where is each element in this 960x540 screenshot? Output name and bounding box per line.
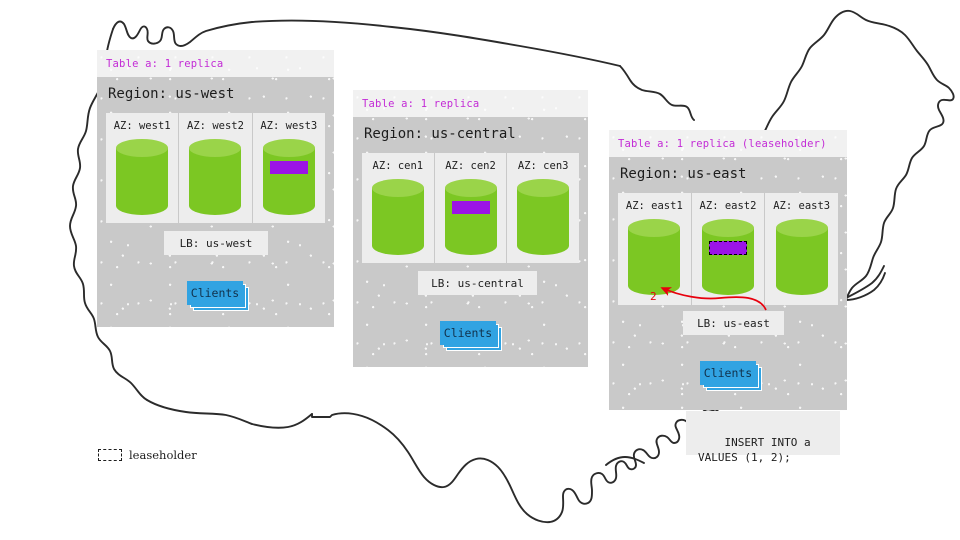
cylinder-top <box>517 179 570 197</box>
panel-body-us-west: Region: us-west AZ: west1 AZ: west2 <box>97 77 334 233</box>
node-cylinder-west1[interactable] <box>116 139 169 215</box>
cylinder-top <box>628 219 681 237</box>
az-row-us-central: AZ: cen1 AZ: cen2 AZ: cen3 <box>362 153 579 263</box>
lb-label: LB: us-east <box>697 316 770 330</box>
cylinder-body <box>775 228 828 295</box>
region-title-us-central: Region: us-central <box>364 126 516 142</box>
node-cylinder-east3[interactable] <box>775 219 828 295</box>
node-cylinder-cen1[interactable] <box>371 179 424 255</box>
cylinder-body <box>628 228 681 295</box>
az-cell-east1[interactable]: AZ: east1 <box>618 193 691 305</box>
region-title-us-west: Region: us-west <box>108 86 235 102</box>
az-row-us-west: AZ: west1 AZ: west2 AZ: west3 <box>106 113 325 223</box>
load-balancer-us-west[interactable]: LB: us-west <box>164 231 268 255</box>
arrow-step-label-2: 2 <box>650 290 657 303</box>
cylinder-top <box>189 139 242 157</box>
az-cell-cen2[interactable]: AZ: cen2 <box>433 153 507 263</box>
leaseholder-swatch-icon <box>98 449 122 461</box>
az-cell-cen3[interactable]: AZ: cen3 <box>506 153 579 263</box>
az-cell-east2[interactable]: AZ: east2 <box>690 193 765 305</box>
clients-button-us-central[interactable]: Clients <box>440 321 502 351</box>
node-cylinder-east1[interactable] <box>628 219 681 295</box>
region-title-us-east: Region: us-east <box>620 166 747 182</box>
az-cell-east3[interactable]: AZ: east3 <box>764 193 838 305</box>
clients-stack-layer-1[interactable]: Clients <box>187 281 243 305</box>
cylinder-body <box>444 188 497 255</box>
cylinder-body <box>517 188 570 255</box>
leaseholder-range-east2 <box>709 241 747 255</box>
cylinder-top <box>775 219 828 237</box>
cylinder-body <box>262 148 315 215</box>
sql-statement-text: INSERT INTO a VALUES (1, 2); <box>698 436 811 464</box>
panel-header-us-east: Table a: 1 replica (leaseholder) <box>609 130 847 157</box>
az-cell-west3[interactable]: AZ: west3 <box>251 113 325 223</box>
node-cylinder-west2[interactable] <box>189 139 242 215</box>
az-label-east1: AZ: east1 <box>625 200 683 212</box>
cylinder-body <box>116 148 169 215</box>
arrow-step-number: 2 <box>650 290 657 303</box>
az-label-west2: AZ: west2 <box>187 120 244 132</box>
clients-stack-layer-1[interactable]: Clients <box>700 361 756 385</box>
cylinder-top <box>444 179 497 197</box>
cylinder-top <box>371 179 424 197</box>
node-cylinder-west3[interactable] <box>262 139 315 215</box>
az-label-cen2: AZ: cen2 <box>445 160 496 172</box>
az-label-west1: AZ: west1 <box>113 120 171 132</box>
load-balancer-us-east[interactable]: LB: us-east <box>683 311 784 335</box>
az-cell-west1[interactable]: AZ: west1 <box>106 113 178 223</box>
region-panel-us-central[interactable]: Table a: 1 replica Region: us-central AZ… <box>353 90 588 367</box>
legend-label: leaseholder <box>129 448 197 462</box>
panel-body-us-east: Region: us-east AZ: east1 AZ: east2 <box>609 157 847 315</box>
cylinder-body <box>189 148 242 215</box>
az-label-cen1: AZ: cen1 <box>372 160 424 172</box>
clients-label: Clients <box>703 366 753 380</box>
node-cylinder-east2[interactable] <box>702 219 754 295</box>
cylinder-top <box>116 139 169 157</box>
replica-range-west3 <box>269 161 308 174</box>
region-panel-us-west[interactable]: Table a: 1 replica Region: us-west AZ: w… <box>97 50 334 327</box>
az-cell-cen1[interactable]: AZ: cen1 <box>362 153 434 263</box>
panel-body-us-central: Region: us-central AZ: cen1 AZ: cen2 <box>353 117 588 273</box>
node-cylinder-cen3[interactable] <box>517 179 570 255</box>
region-panel-us-east[interactable]: Table a: 1 replica (leaseholder) Region:… <box>609 130 847 410</box>
node-cylinder-cen2[interactable] <box>444 179 497 255</box>
az-cell-west2[interactable]: AZ: west2 <box>178 113 251 223</box>
cylinder-body <box>371 188 424 255</box>
az-row-us-east: AZ: east1 AZ: east2 AZ: east3 <box>618 193 838 305</box>
clients-button-us-east[interactable]: Clients <box>700 361 762 391</box>
az-label-east2: AZ: east2 <box>699 200 757 212</box>
clients-label: Clients <box>190 286 240 300</box>
clients-label: Clients <box>443 326 493 340</box>
panel-header-us-west: Table a: 1 replica <box>97 50 334 77</box>
panel-header-us-central: Table a: 1 replica <box>353 90 588 117</box>
clients-button-us-west[interactable]: Clients <box>187 281 249 311</box>
lb-label: LB: us-west <box>179 236 253 250</box>
legend-leaseholder: leaseholder <box>98 448 197 462</box>
sql-statement-box: INSERT INTO a VALUES (1, 2); <box>686 411 840 464</box>
replica-range-cen2 <box>451 201 490 214</box>
cylinder-top <box>702 219 754 237</box>
lb-label: LB: us-central <box>431 276 524 290</box>
az-label-cen3: AZ: cen3 <box>517 160 569 172</box>
clients-stack-layer-1[interactable]: Clients <box>440 321 496 345</box>
az-label-east3: AZ: east3 <box>773 200 831 212</box>
cylinder-top <box>262 139 315 157</box>
az-label-west3: AZ: west3 <box>260 120 318 132</box>
load-balancer-us-central[interactable]: LB: us-central <box>418 271 537 295</box>
cylinder-body <box>702 228 754 295</box>
